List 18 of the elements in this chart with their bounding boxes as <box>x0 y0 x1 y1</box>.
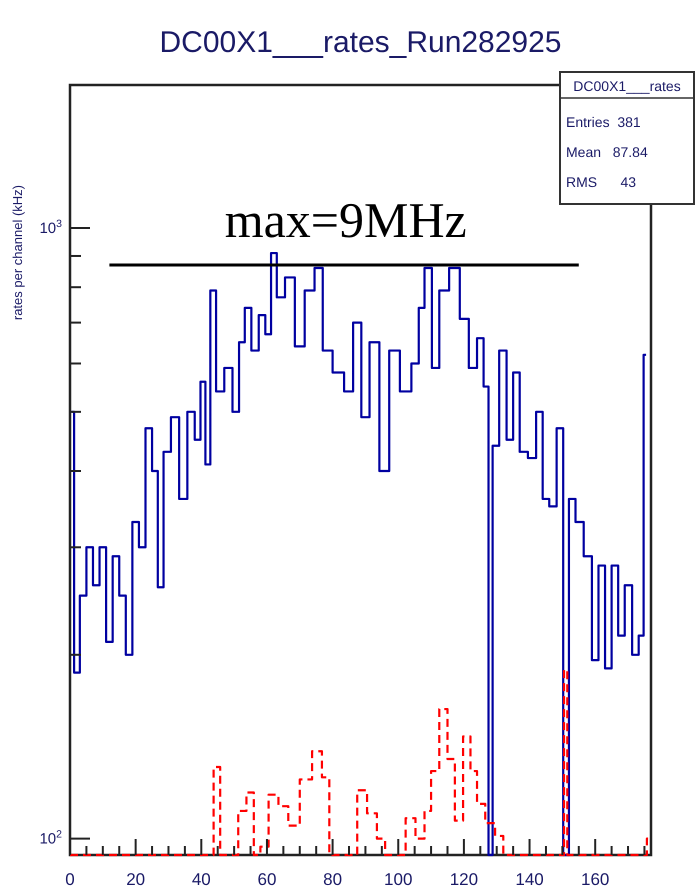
annotation: RMS 43 <box>566 174 636 190</box>
y-tick-label: 10$^{3}$ <box>39 218 62 238</box>
x-tick-label: 0 <box>65 870 75 889</box>
y-tick-label: 10$^{2}$ <box>39 828 62 848</box>
annotation: Mean 87.84 <box>566 144 648 160</box>
annotation: Entries 381 <box>566 114 641 130</box>
x-tick-label: 120 <box>450 870 478 889</box>
chart-title: DC00X1___rates_Run282925 <box>160 26 562 59</box>
x-tick-label: 40 <box>192 870 211 889</box>
x-tick-label: 100 <box>384 870 412 889</box>
x-tick-label: 160 <box>581 870 610 889</box>
x-tick-label: 80 <box>323 870 342 889</box>
x-tick-label: 60 <box>257 870 276 889</box>
annotation: DC00X1___rates <box>573 78 681 94</box>
y-axis-title: rates per channel (kHz) <box>10 185 25 320</box>
x-tick-label: 140 <box>515 870 544 889</box>
x-tick-label: 20 <box>126 870 146 889</box>
annotation: max=9MHz <box>224 192 467 248</box>
